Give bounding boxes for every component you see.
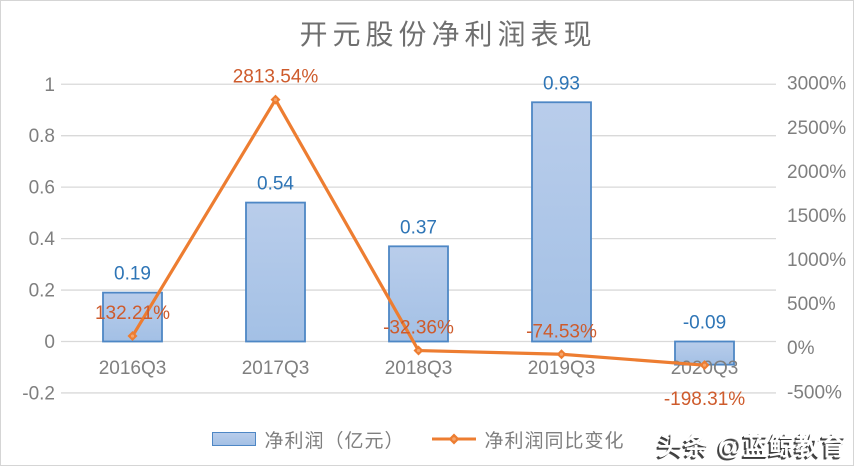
- line-marker-center: [416, 348, 421, 353]
- left-axis-tick-label: 0: [44, 332, 55, 353]
- legend-label-net-profit: 净利润（亿元）: [264, 430, 405, 452]
- right-axis-tick-label: 1500%: [787, 206, 846, 227]
- right-axis-tick-label: 1000%: [787, 250, 846, 271]
- bar-value-label: 0.19: [114, 264, 151, 285]
- x-axis-label: 2016Q3: [99, 358, 167, 379]
- line-marker-center: [702, 363, 707, 367]
- right-axis-tick-label: 0%: [787, 338, 815, 359]
- legend-label-yoy-change: 净利润同比变化: [484, 430, 625, 452]
- bar-value-label: 0.54: [257, 174, 294, 195]
- bar: [388, 245, 449, 343]
- bar-value-label: 0.93: [543, 73, 580, 94]
- bar: [531, 101, 592, 343]
- right-axis-tick-label: 500%: [787, 294, 836, 315]
- right-axis-tick-label: 2000%: [787, 162, 846, 183]
- legend-item-yoy-change: 净利润同比变化: [431, 426, 625, 453]
- x-axis-label: 2017Q3: [242, 358, 310, 379]
- x-axis-label: 2019Q3: [528, 358, 596, 379]
- left-axis-tick-label: 1: [44, 75, 55, 96]
- line-value-label: -198.31%: [664, 389, 745, 410]
- right-axis-tick-label: 3000%: [787, 74, 846, 95]
- left-axis-tick-label: 0.8: [29, 126, 55, 147]
- left-axis-tick-label: -0.2: [22, 383, 55, 404]
- axis-labels-group: 1 0.8 0.6 0.4 0.2 0 -0.2 3000% 2500% 2000% 1500% 10…: [22, 74, 846, 405]
- legend-item-net-profit: 净利润（亿元）: [212, 426, 404, 453]
- bar-series-swatch-icon: [212, 432, 257, 446]
- line-marker-center: [130, 334, 135, 338]
- line-series-swatch-icon: [431, 433, 476, 445]
- line-marker-center: [273, 98, 278, 102]
- x-axis-label: 2018Q3: [385, 358, 453, 379]
- bar-value-label: -0.09: [683, 313, 726, 334]
- bar-value-label: 0.37: [400, 217, 437, 238]
- chart-title: 开元股份净利润表现: [299, 20, 597, 51]
- line-value-label: -74.53%: [526, 321, 597, 342]
- right-axis-tick-label: -500%: [787, 382, 842, 403]
- line-value-label: 2813.54%: [233, 67, 319, 88]
- left-axis-tick-label: 0.2: [29, 281, 55, 302]
- line-marker-center: [559, 352, 564, 356]
- left-axis-tick-label: 0.6: [29, 178, 55, 199]
- bar: [245, 201, 306, 343]
- watermark-toutiao-lanjing: 头条 @蓝鲸教育: [657, 433, 847, 461]
- line-series-group: [127, 94, 710, 371]
- right-axis-tick-label: 2500%: [787, 118, 846, 139]
- left-axis-tick-label: 0.4: [29, 229, 56, 250]
- data-labels-group: 0.19 0.54 0.37 0.93 -0.09 132.21% 2813.54% -32.…: [95, 67, 745, 411]
- line-value-label: 132.21%: [95, 303, 170, 324]
- bar-series-group: [102, 101, 735, 366]
- line-value-label: -32.36%: [383, 318, 454, 339]
- chart-legend: 净利润（亿元） 净利润同比变化: [61, 425, 776, 453]
